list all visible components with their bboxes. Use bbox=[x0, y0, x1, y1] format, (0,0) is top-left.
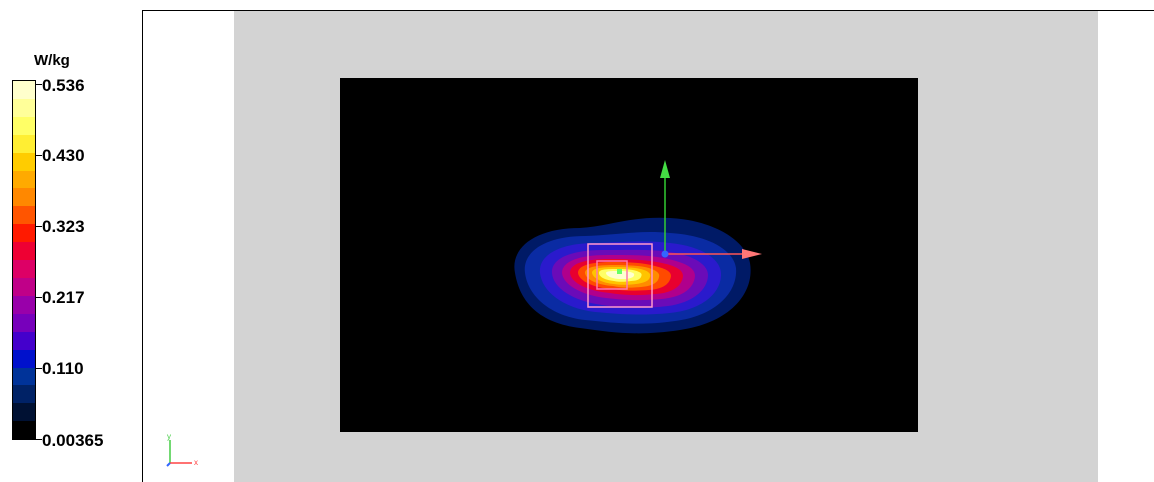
axes-z-line bbox=[166, 462, 171, 467]
color-scale-bar bbox=[12, 80, 36, 440]
color-legend: W/kg 0.536 0.430 0.323 0.217 0.110 0.003… bbox=[0, 0, 140, 482]
color-swatch bbox=[13, 188, 35, 207]
sar-distribution bbox=[514, 160, 762, 334]
color-swatch bbox=[13, 224, 35, 243]
legend-label: 0.323 bbox=[42, 217, 85, 236]
color-swatch bbox=[13, 421, 35, 440]
legend-label: 0.217 bbox=[42, 288, 85, 307]
color-swatch bbox=[13, 277, 35, 296]
legend-unit-label: W/kg bbox=[34, 52, 70, 69]
color-swatch bbox=[13, 260, 35, 278]
legend-label: 0.430 bbox=[42, 146, 85, 165]
y-axis-arrowhead bbox=[660, 160, 670, 178]
sar-plot-area[interactable] bbox=[340, 78, 918, 432]
color-swatch bbox=[13, 349, 35, 368]
color-swatch bbox=[13, 152, 35, 171]
color-swatch bbox=[13, 313, 35, 332]
color-swatch bbox=[13, 403, 35, 422]
legend-tick bbox=[36, 155, 42, 156]
orientation-axes-icon: y x bbox=[162, 430, 202, 470]
color-swatch bbox=[13, 331, 35, 350]
color-swatch bbox=[13, 98, 35, 117]
legend-label-max: 0.536 bbox=[42, 76, 85, 95]
color-swatch bbox=[13, 367, 35, 386]
legend-tick bbox=[36, 297, 42, 298]
legend-tick bbox=[36, 84, 42, 85]
axes-x-label: x bbox=[194, 458, 198, 467]
color-swatch bbox=[13, 134, 35, 153]
peak-marker bbox=[617, 269, 622, 274]
origin-marker bbox=[661, 250, 669, 258]
color-swatch bbox=[13, 170, 35, 189]
x-axis-arrowhead bbox=[742, 249, 762, 259]
color-swatch bbox=[13, 81, 35, 99]
color-swatch bbox=[13, 295, 35, 314]
legend-tick bbox=[36, 439, 42, 440]
color-swatch bbox=[13, 242, 35, 261]
legend-label-min: 0.00365 bbox=[42, 431, 104, 450]
color-swatch bbox=[13, 206, 35, 225]
axes-y-label: y bbox=[167, 432, 171, 441]
color-swatch bbox=[13, 385, 35, 404]
measurement-frame-outer bbox=[587, 243, 653, 308]
sar-contours bbox=[514, 217, 751, 334]
legend-tick bbox=[36, 226, 42, 227]
measurement-frame-inner bbox=[596, 260, 628, 290]
color-swatch bbox=[13, 116, 35, 135]
legend-tick bbox=[36, 368, 42, 369]
legend-label: 0.110 bbox=[42, 359, 84, 378]
